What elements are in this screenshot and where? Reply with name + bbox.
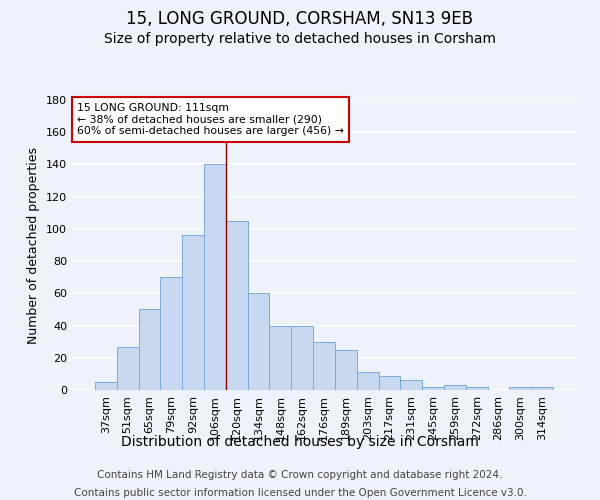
Bar xyxy=(444,385,466,390)
Bar xyxy=(379,376,400,390)
Text: Size of property relative to detached houses in Corsham: Size of property relative to detached ho… xyxy=(104,32,496,46)
Bar xyxy=(248,294,269,390)
Bar xyxy=(531,387,553,390)
Bar xyxy=(269,326,291,390)
Bar xyxy=(95,382,117,390)
Bar xyxy=(313,342,335,390)
Bar xyxy=(160,277,182,390)
Bar xyxy=(117,346,139,390)
Bar xyxy=(139,310,160,390)
Bar xyxy=(204,164,226,390)
Bar xyxy=(466,387,488,390)
Text: Contains public sector information licensed under the Open Government Licence v3: Contains public sector information licen… xyxy=(74,488,526,498)
Text: Contains HM Land Registry data © Crown copyright and database right 2024.: Contains HM Land Registry data © Crown c… xyxy=(97,470,503,480)
Bar xyxy=(509,387,531,390)
Bar xyxy=(422,387,444,390)
Bar xyxy=(400,380,422,390)
Bar xyxy=(291,326,313,390)
Bar xyxy=(357,372,379,390)
Bar xyxy=(182,236,204,390)
Y-axis label: Number of detached properties: Number of detached properties xyxy=(28,146,40,344)
Bar xyxy=(335,350,357,390)
Text: 15, LONG GROUND, CORSHAM, SN13 9EB: 15, LONG GROUND, CORSHAM, SN13 9EB xyxy=(127,10,473,28)
Bar xyxy=(226,221,248,390)
Text: Distribution of detached houses by size in Corsham: Distribution of detached houses by size … xyxy=(121,435,479,449)
Text: 15 LONG GROUND: 111sqm
← 38% of detached houses are smaller (290)
60% of semi-de: 15 LONG GROUND: 111sqm ← 38% of detached… xyxy=(77,103,344,136)
